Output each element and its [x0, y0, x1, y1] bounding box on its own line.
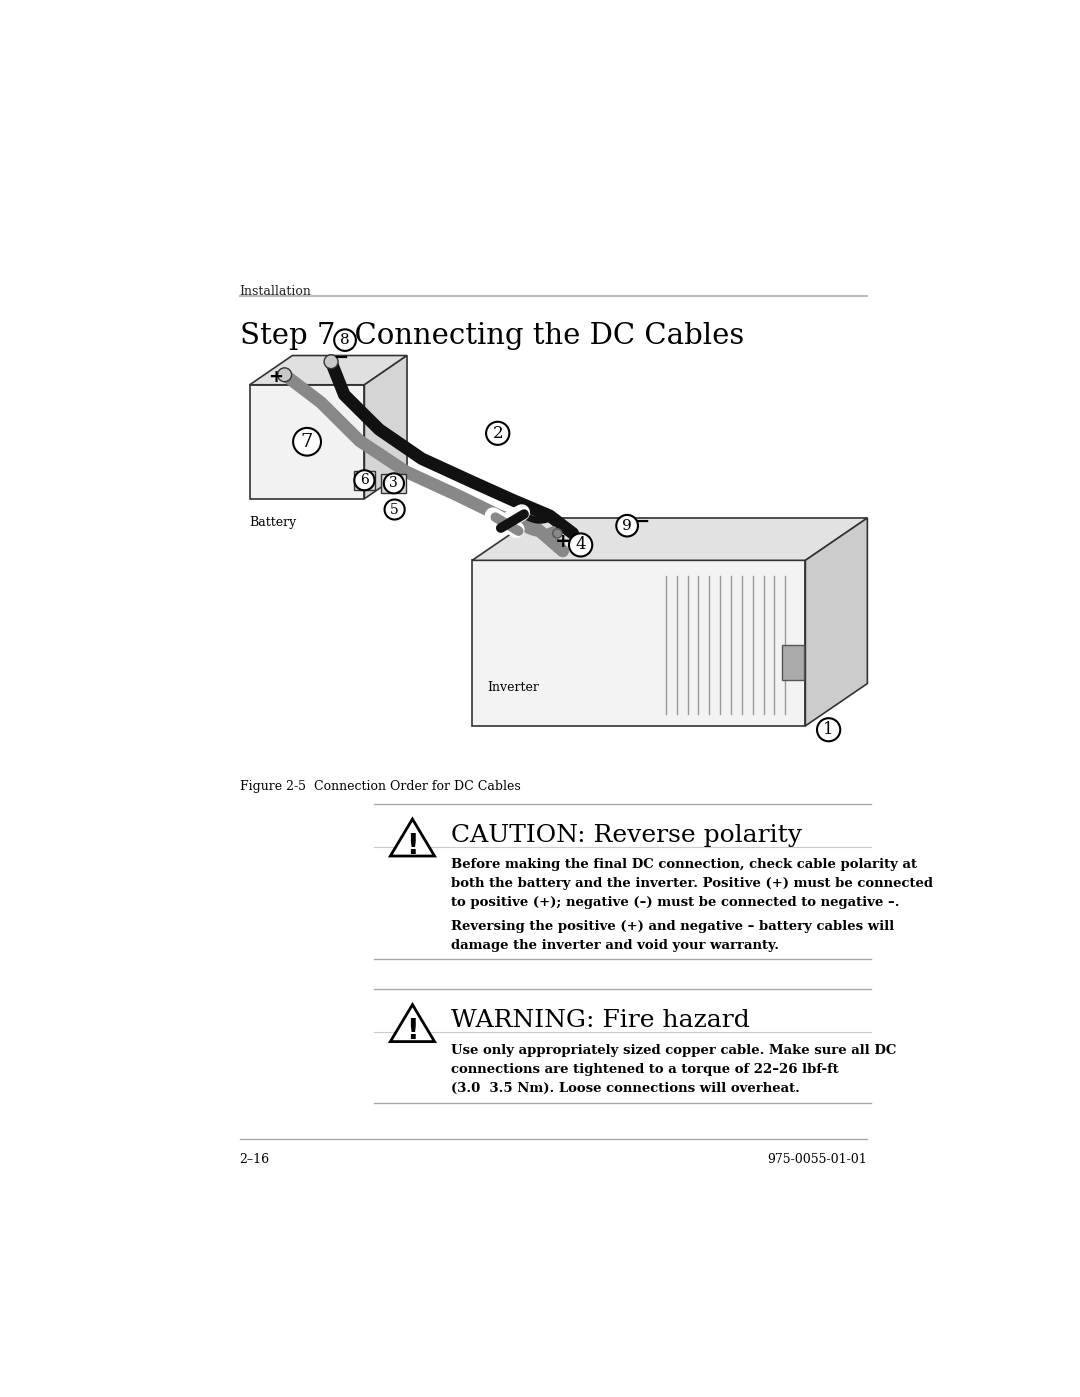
Text: +: +	[268, 367, 283, 386]
FancyBboxPatch shape	[381, 474, 406, 493]
Text: 2: 2	[492, 425, 503, 441]
Polygon shape	[364, 355, 407, 499]
Circle shape	[293, 427, 321, 455]
Circle shape	[324, 355, 338, 369]
Circle shape	[278, 367, 292, 381]
Circle shape	[816, 718, 840, 742]
Polygon shape	[249, 355, 407, 384]
Circle shape	[486, 422, 510, 444]
Circle shape	[384, 500, 405, 520]
Text: 7: 7	[301, 433, 313, 451]
Text: 9: 9	[622, 518, 632, 532]
FancyBboxPatch shape	[353, 471, 375, 489]
Circle shape	[569, 534, 592, 556]
Text: Before making the final DC connection, check cable polarity at
both the battery : Before making the final DC connection, c…	[451, 858, 933, 909]
Polygon shape	[249, 384, 364, 499]
Text: Step 7: Connecting the DC Cables: Step 7: Connecting the DC Cables	[240, 321, 744, 349]
Text: 1: 1	[823, 721, 834, 738]
Text: 5: 5	[390, 503, 399, 517]
Circle shape	[334, 330, 356, 351]
Text: 4: 4	[576, 536, 586, 553]
Polygon shape	[390, 819, 434, 856]
Text: 8: 8	[340, 332, 350, 346]
Polygon shape	[390, 1004, 434, 1042]
Text: 975-0055-01-01: 975-0055-01-01	[768, 1154, 867, 1166]
Circle shape	[553, 529, 562, 538]
Text: Use only appropriately sized copper cable. Make sure all DC
connections are tigh: Use only appropriately sized copper cabl…	[451, 1044, 896, 1095]
Text: !: !	[406, 1017, 419, 1045]
Text: Reversing the positive (+) and negative – battery cables will
damage the inverte: Reversing the positive (+) and negative …	[451, 921, 894, 951]
Text: Figure 2-5  Connection Order for DC Cables: Figure 2-5 Connection Order for DC Cable…	[240, 780, 521, 792]
Text: +: +	[555, 532, 571, 550]
Polygon shape	[472, 560, 806, 726]
Text: 6: 6	[360, 474, 368, 488]
Polygon shape	[472, 518, 867, 560]
Text: −: −	[333, 349, 348, 367]
FancyBboxPatch shape	[782, 645, 804, 680]
Circle shape	[617, 515, 638, 536]
Polygon shape	[806, 518, 867, 726]
Circle shape	[383, 474, 404, 493]
Text: Installation: Installation	[240, 285, 311, 299]
Circle shape	[354, 471, 375, 490]
Text: !: !	[406, 831, 419, 859]
Text: 3: 3	[390, 476, 399, 490]
Text: 2–16: 2–16	[240, 1154, 270, 1166]
Text: −: −	[634, 513, 651, 531]
Text: Inverter: Inverter	[488, 680, 540, 694]
Text: WARNING: Fire hazard: WARNING: Fire hazard	[451, 1009, 750, 1032]
Text: CAUTION: Reverse polarity: CAUTION: Reverse polarity	[451, 824, 802, 847]
Text: Battery: Battery	[249, 515, 297, 528]
